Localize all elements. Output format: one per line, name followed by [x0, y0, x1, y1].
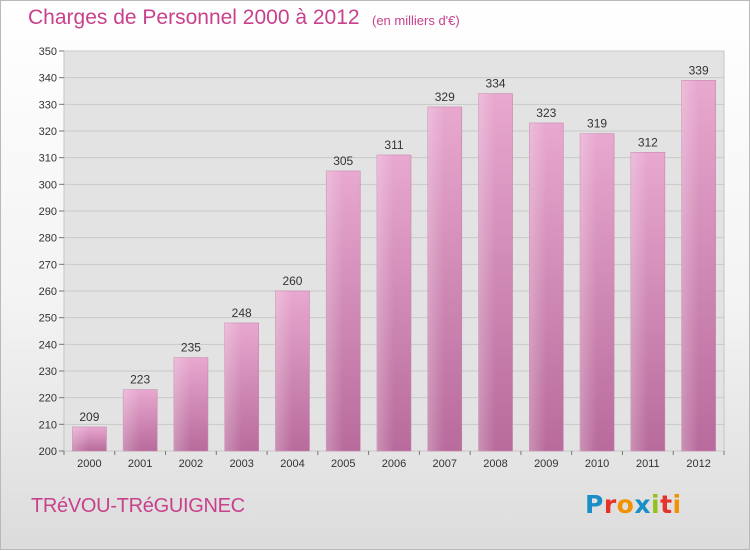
y-tick-label: 290 — [39, 206, 57, 218]
data-label: 319 — [587, 117, 607, 131]
x-tick-label: 2000 — [77, 458, 101, 470]
logo-letter: P — [585, 490, 604, 519]
logo-letter: i — [672, 490, 682, 519]
data-label: 223 — [130, 373, 150, 387]
logo-letter: x — [634, 490, 651, 519]
data-label: 329 — [435, 90, 455, 104]
bar-highlight — [275, 291, 293, 451]
x-tick-label: 2003 — [229, 458, 253, 470]
bar-highlight — [123, 389, 141, 451]
data-label: 209 — [79, 410, 99, 424]
bar-highlight — [681, 80, 699, 451]
data-label: 248 — [232, 306, 252, 320]
data-label: 235 — [181, 341, 201, 355]
commune-name: TRéVOU-TRéGUIGNEC — [31, 495, 245, 517]
y-tick-label: 320 — [39, 126, 57, 138]
data-label: 323 — [536, 106, 556, 120]
y-tick-label: 240 — [39, 339, 57, 351]
x-tick-label: 2011 — [636, 458, 660, 470]
data-label: 311 — [384, 138, 403, 152]
logo-letter: r — [603, 490, 617, 519]
bar-highlight — [326, 171, 344, 451]
bar-highlight — [580, 133, 598, 451]
y-tick-label: 300 — [39, 179, 57, 191]
data-labels: 209 223 235 248 260 305 311 329 334 323 319 312 339 — [79, 63, 709, 424]
data-label: 334 — [486, 77, 506, 91]
bar-highlight — [377, 155, 394, 451]
x-tick-label: 2008 — [483, 458, 507, 470]
y-tick-label: 230 — [39, 366, 57, 378]
y-tick-label: 340 — [39, 73, 57, 85]
y-tick-label: 250 — [39, 313, 57, 325]
bar-highlight — [173, 357, 191, 451]
y-axis-ticks: 200 210 220 230 240 250 260 270 280 290 300 310 320 3… — [39, 46, 64, 458]
x-tick-label: 2010 — [585, 458, 609, 470]
y-tick-label: 220 — [39, 393, 57, 405]
y-tick-label: 330 — [39, 99, 57, 111]
logo-letter: t — [660, 490, 673, 519]
bar-highlight — [427, 107, 445, 451]
y-tick-label: 350 — [39, 46, 57, 58]
bars — [72, 80, 716, 452]
x-tick-label: 2002 — [179, 458, 203, 470]
y-tick-label: 200 — [39, 446, 57, 458]
y-tick-label: 270 — [39, 259, 57, 271]
y-tick-label: 310 — [39, 153, 57, 165]
chart-unit-note: (en milliers d'€) — [372, 13, 460, 28]
x-tick-label: 2001 — [128, 458, 152, 470]
bar-highlight — [478, 93, 496, 452]
x-tick-label: 2012 — [686, 458, 710, 470]
data-label: 260 — [282, 274, 302, 288]
y-tick-label: 280 — [39, 233, 57, 245]
x-axis-ticks: 2000 2001 2002 2003 2004 2005 2006 2007 2008 2009… — [63, 451, 725, 470]
data-label: 305 — [333, 154, 353, 168]
bar-highlight — [630, 152, 648, 452]
logo-letter: o — [616, 490, 635, 519]
x-tick-label: 2004 — [280, 458, 304, 470]
x-tick-label: 2005 — [331, 458, 355, 470]
bar-highlight — [529, 123, 547, 451]
bar-highlight — [72, 427, 90, 451]
y-tick-label: 210 — [39, 419, 57, 431]
y-tick-label: 260 — [39, 286, 57, 298]
logo-letter: i — [651, 490, 661, 519]
x-tick-label: 2009 — [534, 458, 558, 470]
chart-title: Charges de Personnel 2000 à 2012 — [28, 6, 360, 29]
x-tick-label: 2006 — [382, 458, 406, 470]
bar-highlight — [224, 323, 242, 451]
data-label: 339 — [689, 63, 709, 77]
proxiti-logo: Proxiti — [585, 490, 682, 519]
data-label: 312 — [638, 135, 658, 149]
x-tick-label: 2007 — [433, 458, 457, 470]
